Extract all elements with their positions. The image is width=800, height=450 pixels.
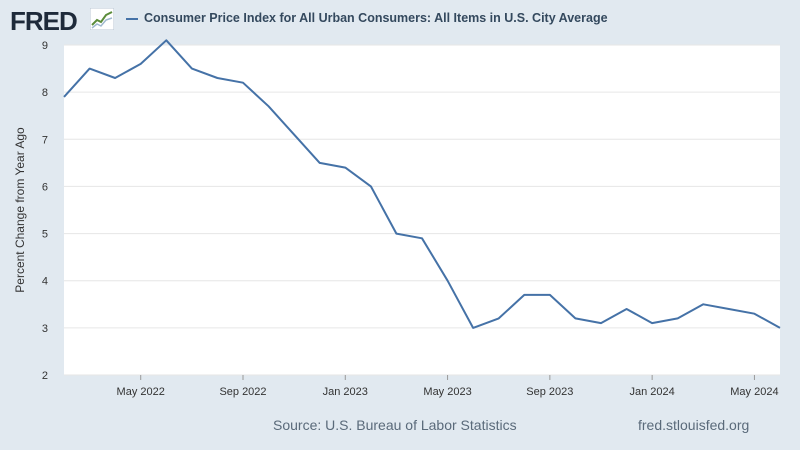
- data-point[interactable]: [496, 316, 501, 321]
- data-point[interactable]: [87, 66, 92, 71]
- y-tick-label: 8: [42, 87, 48, 99]
- data-point[interactable]: [624, 307, 629, 312]
- data-point[interactable]: [113, 76, 118, 81]
- grid-lines: [64, 44, 780, 376]
- data-point[interactable]: [164, 38, 169, 43]
- data-point[interactable]: [343, 165, 348, 170]
- fred-url-link[interactable]: fred.stlouisfed.org: [638, 417, 750, 433]
- data-point[interactable]: [420, 236, 425, 241]
- data-point[interactable]: [394, 231, 399, 236]
- data-point[interactable]: [778, 325, 783, 330]
- data-point[interactable]: [62, 94, 67, 99]
- data-point[interactable]: [522, 292, 527, 297]
- y-tick-label: 5: [42, 229, 48, 241]
- y-tick-label: 2: [42, 370, 48, 382]
- data-point[interactable]: [266, 104, 271, 109]
- data-point[interactable]: [317, 160, 322, 165]
- data-point[interactable]: [445, 278, 450, 283]
- x-tick-label: Jan 2024: [630, 386, 675, 398]
- data-point[interactable]: [215, 76, 220, 81]
- data-point[interactable]: [573, 316, 578, 321]
- data-point[interactable]: [241, 80, 246, 85]
- data-point[interactable]: [189, 66, 194, 71]
- x-tick-label: May 2023: [423, 386, 471, 398]
- data-point[interactable]: [675, 316, 680, 321]
- data-point[interactable]: [752, 311, 757, 316]
- chart-header: FRED Consumer Price Index for All Urban …: [0, 0, 800, 38]
- data-point[interactable]: [650, 321, 655, 326]
- chart-title: Consumer Price Index for All Urban Consu…: [144, 11, 608, 25]
- y-tick-label: 3: [42, 323, 48, 335]
- legend-line-swatch: [126, 18, 138, 20]
- y-tick-label: 6: [42, 181, 48, 193]
- x-axis-ticks: May 2022 Sep 2022 Jan 2023 May 2023 Sep 2023…: [117, 375, 779, 398]
- y-tick-label: 7: [42, 134, 48, 146]
- data-point[interactable]: [599, 321, 604, 326]
- data-point[interactable]: [471, 325, 476, 330]
- x-tick-label: May 2022: [117, 386, 165, 398]
- y-axis-label: Percent Change from Year Ago: [13, 127, 27, 293]
- data-point[interactable]: [138, 61, 143, 66]
- fred-chart-icon: [90, 8, 114, 30]
- x-tick-label: May 2024: [730, 386, 778, 398]
- plot-area: [64, 45, 780, 375]
- data-point[interactable]: [547, 292, 552, 297]
- data-point[interactable]: [701, 302, 706, 307]
- source-note: Source: U.S. Bureau of Labor Statistics: [273, 417, 517, 433]
- series-line-cpi: [63, 39, 781, 329]
- data-point[interactable]: [292, 132, 297, 137]
- x-tick-label: Jan 2023: [323, 386, 368, 398]
- x-tick-label: Sep 2023: [526, 386, 573, 398]
- x-tick-label: Sep 2022: [219, 386, 266, 398]
- data-point[interactable]: [368, 184, 373, 189]
- y-axis-ticks: 2 3 4 5 6 7 8 9: [42, 40, 48, 382]
- y-tick-label: 4: [42, 276, 48, 288]
- data-point[interactable]: [726, 307, 731, 312]
- fred-logo[interactable]: FRED: [10, 6, 78, 36]
- y-tick-label: 9: [42, 40, 48, 52]
